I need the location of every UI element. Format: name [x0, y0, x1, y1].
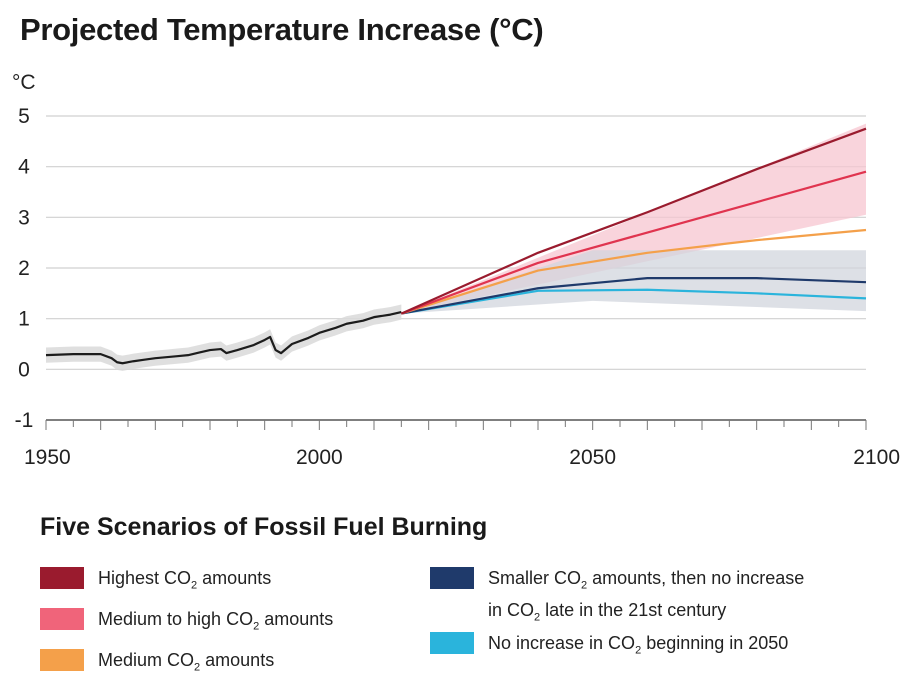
- legend-item-medium: Medium CO2 amounts: [40, 648, 274, 680]
- legend-item-medium-high: Medium to high CO2 amounts: [40, 607, 333, 639]
- legend-label-medium-high: Medium to high CO2 amounts: [98, 609, 334, 633]
- tick-labels: 5 4 3 2 1 0 -1 °C 1950 2000 2050 2100: [12, 71, 900, 469]
- legend-item-no-increase: No increase in CO2 beginning in 2050: [430, 631, 788, 663]
- series-lines: [45, 127, 867, 365]
- y-axis-unit-label: °C: [12, 71, 36, 94]
- scenario-line-medium-high: [400, 170, 867, 315]
- uncertainty-bands: [46, 123, 866, 371]
- y-tick-label--1: -1: [15, 409, 34, 432]
- scenario-line-highest: [400, 127, 867, 315]
- x-tick-label-1950: 1950: [24, 446, 71, 469]
- chart-title: Projected Temperature Increase (°C): [20, 12, 544, 47]
- scenario-line-medium: [401, 228, 867, 315]
- legend-label-no-increase: No increase in CO2 beginning in 2050: [488, 633, 789, 657]
- y-tick-label-5: 5: [18, 105, 30, 128]
- y-tick-label-0: 0: [18, 358, 30, 381]
- legend-swatch-medium: [40, 649, 84, 671]
- scenario-line-no-increase: [401, 288, 867, 315]
- x-tick-label-2050: 2050: [569, 446, 616, 469]
- legend-swatch-highest: [40, 567, 84, 589]
- y-tick-label-3: 3: [18, 206, 30, 229]
- projection-band-1: [401, 250, 866, 314]
- legend-item-highest: Highest CO2 amounts: [40, 566, 271, 598]
- y-tick-label-2: 2: [18, 257, 30, 280]
- y-tick-label-4: 4: [18, 156, 30, 179]
- legend-swatch-no-increase: [430, 632, 474, 654]
- legend-label-smaller: Smaller CO2 amounts, then no increase in…: [488, 568, 805, 624]
- legend-label-medium: Medium CO2 amounts: [98, 650, 275, 674]
- projection-band-0: [401, 123, 866, 314]
- temperature-chart: 5 4 3 2 1 0 -1 °C 1950 2000 2050 2100: [12, 71, 900, 469]
- legend-label-highest: Highest CO2 amounts: [98, 568, 272, 592]
- x-tick-label-2000: 2000: [296, 446, 343, 469]
- historical-range-band: [46, 304, 402, 371]
- x-axis: [45, 420, 867, 430]
- legend-title: Five Scenarios of Fossil Fuel Burning: [40, 513, 488, 541]
- scenario-line-smaller: [401, 277, 867, 315]
- legend-swatch-medium-high: [40, 608, 84, 630]
- legend-swatch-smaller: [430, 567, 474, 589]
- y-tick-label-1: 1: [18, 308, 30, 331]
- historical-temperature-line: [45, 311, 402, 365]
- x-tick-label-2100: 2100: [853, 446, 900, 469]
- legend-item-smaller: Smaller CO2 amounts, then no increase in…: [430, 566, 804, 629]
